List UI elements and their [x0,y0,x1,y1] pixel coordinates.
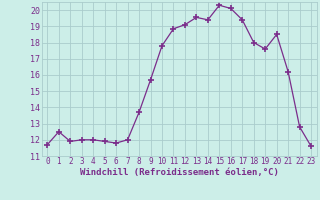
X-axis label: Windchill (Refroidissement éolien,°C): Windchill (Refroidissement éolien,°C) [80,168,279,177]
